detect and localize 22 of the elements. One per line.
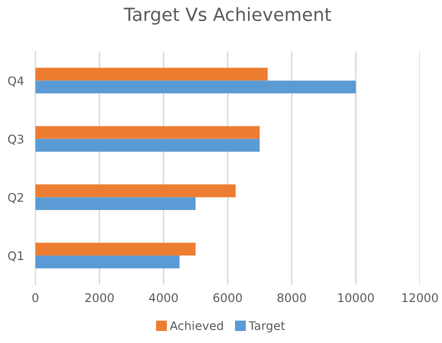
- x-tick-label: 8000: [278, 293, 306, 302]
- x-tick-label: 10000: [338, 293, 374, 302]
- x-tick-label: 6000: [213, 293, 242, 302]
- x-tick-label: 0: [32, 293, 38, 302]
- bar: [35, 126, 260, 139]
- bar: [35, 68, 268, 81]
- bar: [35, 256, 180, 268]
- x-tick-label: 12000: [402, 293, 438, 302]
- x-tick-label: 2000: [85, 293, 114, 302]
- chart-title: Target Vs Achievement: [124, 7, 332, 25]
- legend-label: Achieved: [170, 320, 223, 330]
- y-tick-label: Q3: [8, 134, 24, 145]
- y-tick-label: Q2: [8, 192, 24, 204]
- bar: [35, 242, 196, 256]
- y-tick-label: Q4: [8, 76, 24, 87]
- bar: [35, 197, 196, 210]
- bar: [35, 80, 356, 94]
- bar: [35, 138, 260, 152]
- legend-label: Target: [248, 321, 285, 332]
- bar: [35, 184, 236, 198]
- y-tick-label: Q1: [8, 251, 24, 262]
- x-tick-label: 4000: [149, 293, 178, 302]
